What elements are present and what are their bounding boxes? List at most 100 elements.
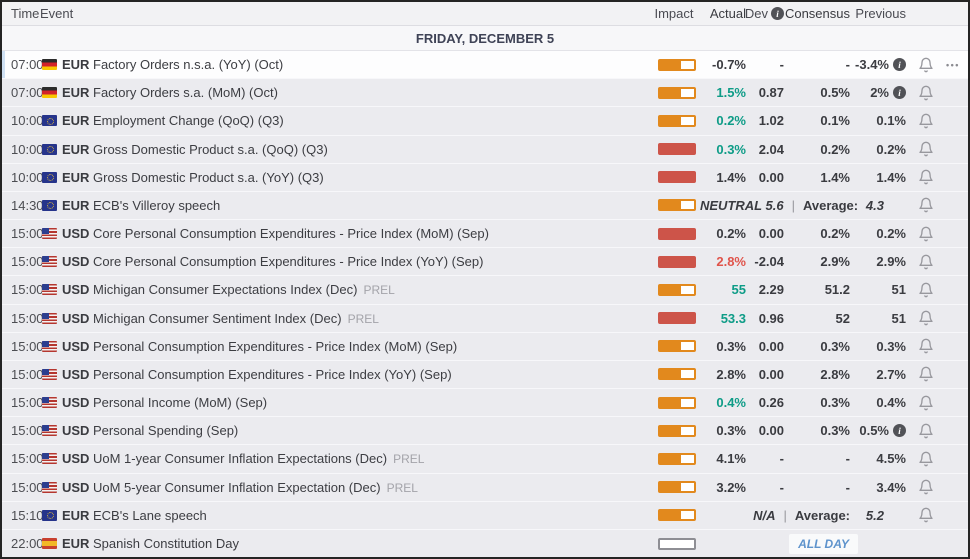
table-row[interactable]: 15:00 USD Personal Consumption Expenditure… [2, 333, 968, 361]
impact-bar [658, 424, 696, 437]
table-row[interactable]: 15:00 USD Personal Income (MoM) (Sep) 0.4% 0… [2, 389, 968, 418]
impact-indicator[interactable] [648, 312, 700, 325]
average-value: 5.2 [865, 507, 884, 523]
table-row[interactable]: 15:00 USD Core Personal Consumption Expend… [2, 220, 968, 249]
alert-bell-cell[interactable] [906, 57, 946, 73]
table-row[interactable]: 07:00 EUR Factory Orders s.a. (MoM) (Oct) 1… [2, 79, 968, 108]
average-label: Average: [794, 507, 850, 523]
alert-bell-cell[interactable] [906, 507, 946, 523]
table-row[interactable]: 15:00 USD Personal Consumption Expenditure… [2, 361, 968, 390]
consensus-value: 2.9% [820, 254, 850, 270]
alert-bell-cell[interactable] [906, 282, 946, 298]
table-row[interactable]: 15:00 USD UoM 5-year Consumer Inflation Ex… [2, 474, 968, 502]
alert-bell-cell[interactable] [906, 226, 946, 242]
dev-info-icon[interactable]: i [771, 7, 784, 20]
alert-bell-cell[interactable] [906, 479, 946, 495]
impact-indicator[interactable] [648, 283, 700, 296]
table-row[interactable]: 15:00 USD Core Personal Consumption Expend… [2, 248, 968, 277]
table-row[interactable]: 15:10 EUR ECB's Lane speech N/A | Average: 5.2 [2, 502, 968, 530]
alert-bell-cell[interactable] [906, 310, 946, 326]
col-time: Time [11, 6, 40, 21]
alert-bell-cell[interactable] [906, 197, 946, 213]
previous-value: -3.4% [855, 57, 889, 73]
event-time: 15:00 [11, 254, 44, 270]
table-row[interactable]: 15:00 USD Michigan Consumer Expectations I… [2, 276, 968, 305]
table-row[interactable]: 14:30 EUR ECB's Villeroy speech NEUTRAL 5.6… [2, 192, 968, 221]
impact-indicator[interactable] [648, 340, 700, 353]
impact-indicator[interactable] [648, 509, 700, 522]
impact-indicator[interactable] [648, 199, 700, 212]
info-icon[interactable]: i [893, 86, 906, 100]
separator: | [783, 507, 787, 523]
impact-indicator[interactable] [648, 86, 700, 99]
impact-indicator[interactable] [648, 58, 700, 71]
event-name-cell: Personal Income (MoM) (Sep) [93, 395, 648, 410]
impact-indicator[interactable] [648, 396, 700, 409]
impact-indicator[interactable] [648, 368, 700, 381]
previous-value: 1.4% [876, 169, 906, 185]
alert-bell-cell[interactable] [906, 338, 946, 354]
event-name-cell: Personal Spending (Sep) [93, 423, 648, 438]
info-icon[interactable]: i [893, 58, 906, 72]
previous-value: 51 [891, 282, 906, 298]
impact-indicator[interactable] [648, 481, 700, 494]
event-title: UoM 5-year Consumer Inflation Expectatio… [93, 479, 381, 495]
table-row[interactable]: 10:00 EUR Gross Domestic Product s.a. (QoQ… [2, 136, 968, 164]
event-time: 10:00 [11, 169, 44, 185]
table-row[interactable]: 10:00 EUR Employment Change (QoQ) (Q3) 0.2%… [2, 107, 968, 136]
alert-bell-cell[interactable] [906, 451, 946, 467]
alert-bell-cell[interactable] [906, 169, 946, 185]
impact-indicator[interactable] [648, 537, 700, 550]
previous-value: 2.9% [876, 254, 906, 270]
table-row[interactable]: 10:00 EUR Gross Domestic Product s.a. (YoY… [2, 164, 968, 192]
deviation-value: 2.04 [758, 141, 784, 157]
impact-indicator[interactable] [648, 227, 700, 240]
table-row[interactable]: 07:00 EUR Factory Orders n.s.a. (YoY) (Oct… [2, 51, 968, 80]
impact-bar-fill [660, 342, 682, 351]
deviation-value: 0.96 [758, 310, 784, 326]
impact-indicator[interactable] [648, 171, 700, 184]
deviation-value: 1.02 [758, 113, 784, 129]
impact-bar-fill [660, 370, 682, 379]
alert-bell-cell[interactable] [906, 113, 946, 129]
previous-cell: 51 [850, 282, 906, 297]
impact-indicator[interactable] [648, 255, 700, 268]
event-name-cell: UoM 5-year Consumer Inflation Expectatio… [93, 480, 648, 495]
table-row[interactable]: 22:00 EUR Spanish Constitution Day ALL DAY [2, 530, 968, 557]
deviation-value: 0.00 [758, 338, 784, 354]
alert-bell-cell[interactable] [906, 423, 946, 439]
impact-indicator[interactable] [648, 424, 700, 437]
currency-label: USD [62, 254, 90, 270]
actual-value: 1.4% [716, 169, 746, 185]
event-time: 14:30 [11, 197, 44, 213]
us-flag-icon [42, 228, 57, 240]
consensus-value: 0.3% [820, 338, 850, 354]
bell-icon [919, 57, 933, 72]
impact-indicator[interactable] [648, 143, 700, 156]
more-options-cell[interactable]: ••• [946, 60, 968, 70]
impact-bar [658, 171, 696, 184]
table-row[interactable]: 15:00 USD UoM 1-year Consumer Inflation Ex… [2, 445, 968, 474]
currency-label: EUR [62, 141, 90, 157]
previous-value: 4.5% [876, 451, 906, 467]
day-header: FRIDAY, DECEMBER 5 [2, 26, 968, 51]
alert-bell-cell[interactable] [906, 366, 946, 382]
spain-flag-icon [42, 538, 57, 549]
impact-indicator[interactable] [648, 114, 700, 127]
alert-bell-cell[interactable] [906, 254, 946, 270]
event-title: Factory Orders n.s.a. (YoY) (Oct) [93, 57, 284, 73]
more-options-icon[interactable]: ••• [946, 59, 960, 70]
event-name-cell: ECB's Villeroy speech [93, 198, 648, 213]
col-impact: Impact [654, 6, 694, 21]
impact-indicator[interactable] [648, 452, 700, 465]
eu-flag-icon [42, 143, 57, 155]
table-row[interactable]: 15:00 USD Michigan Consumer Sentiment Inde… [2, 305, 968, 333]
table-row[interactable]: 15:00 USD Personal Spending (Sep) 0.3% 0.00 0… [2, 417, 968, 446]
consensus-value: 52 [835, 310, 850, 326]
alert-bell-cell[interactable] [906, 141, 946, 157]
alert-bell-cell[interactable] [906, 395, 946, 411]
currency-label: EUR [62, 113, 90, 129]
alert-bell-cell[interactable] [906, 85, 946, 101]
info-icon[interactable]: i [893, 424, 906, 438]
